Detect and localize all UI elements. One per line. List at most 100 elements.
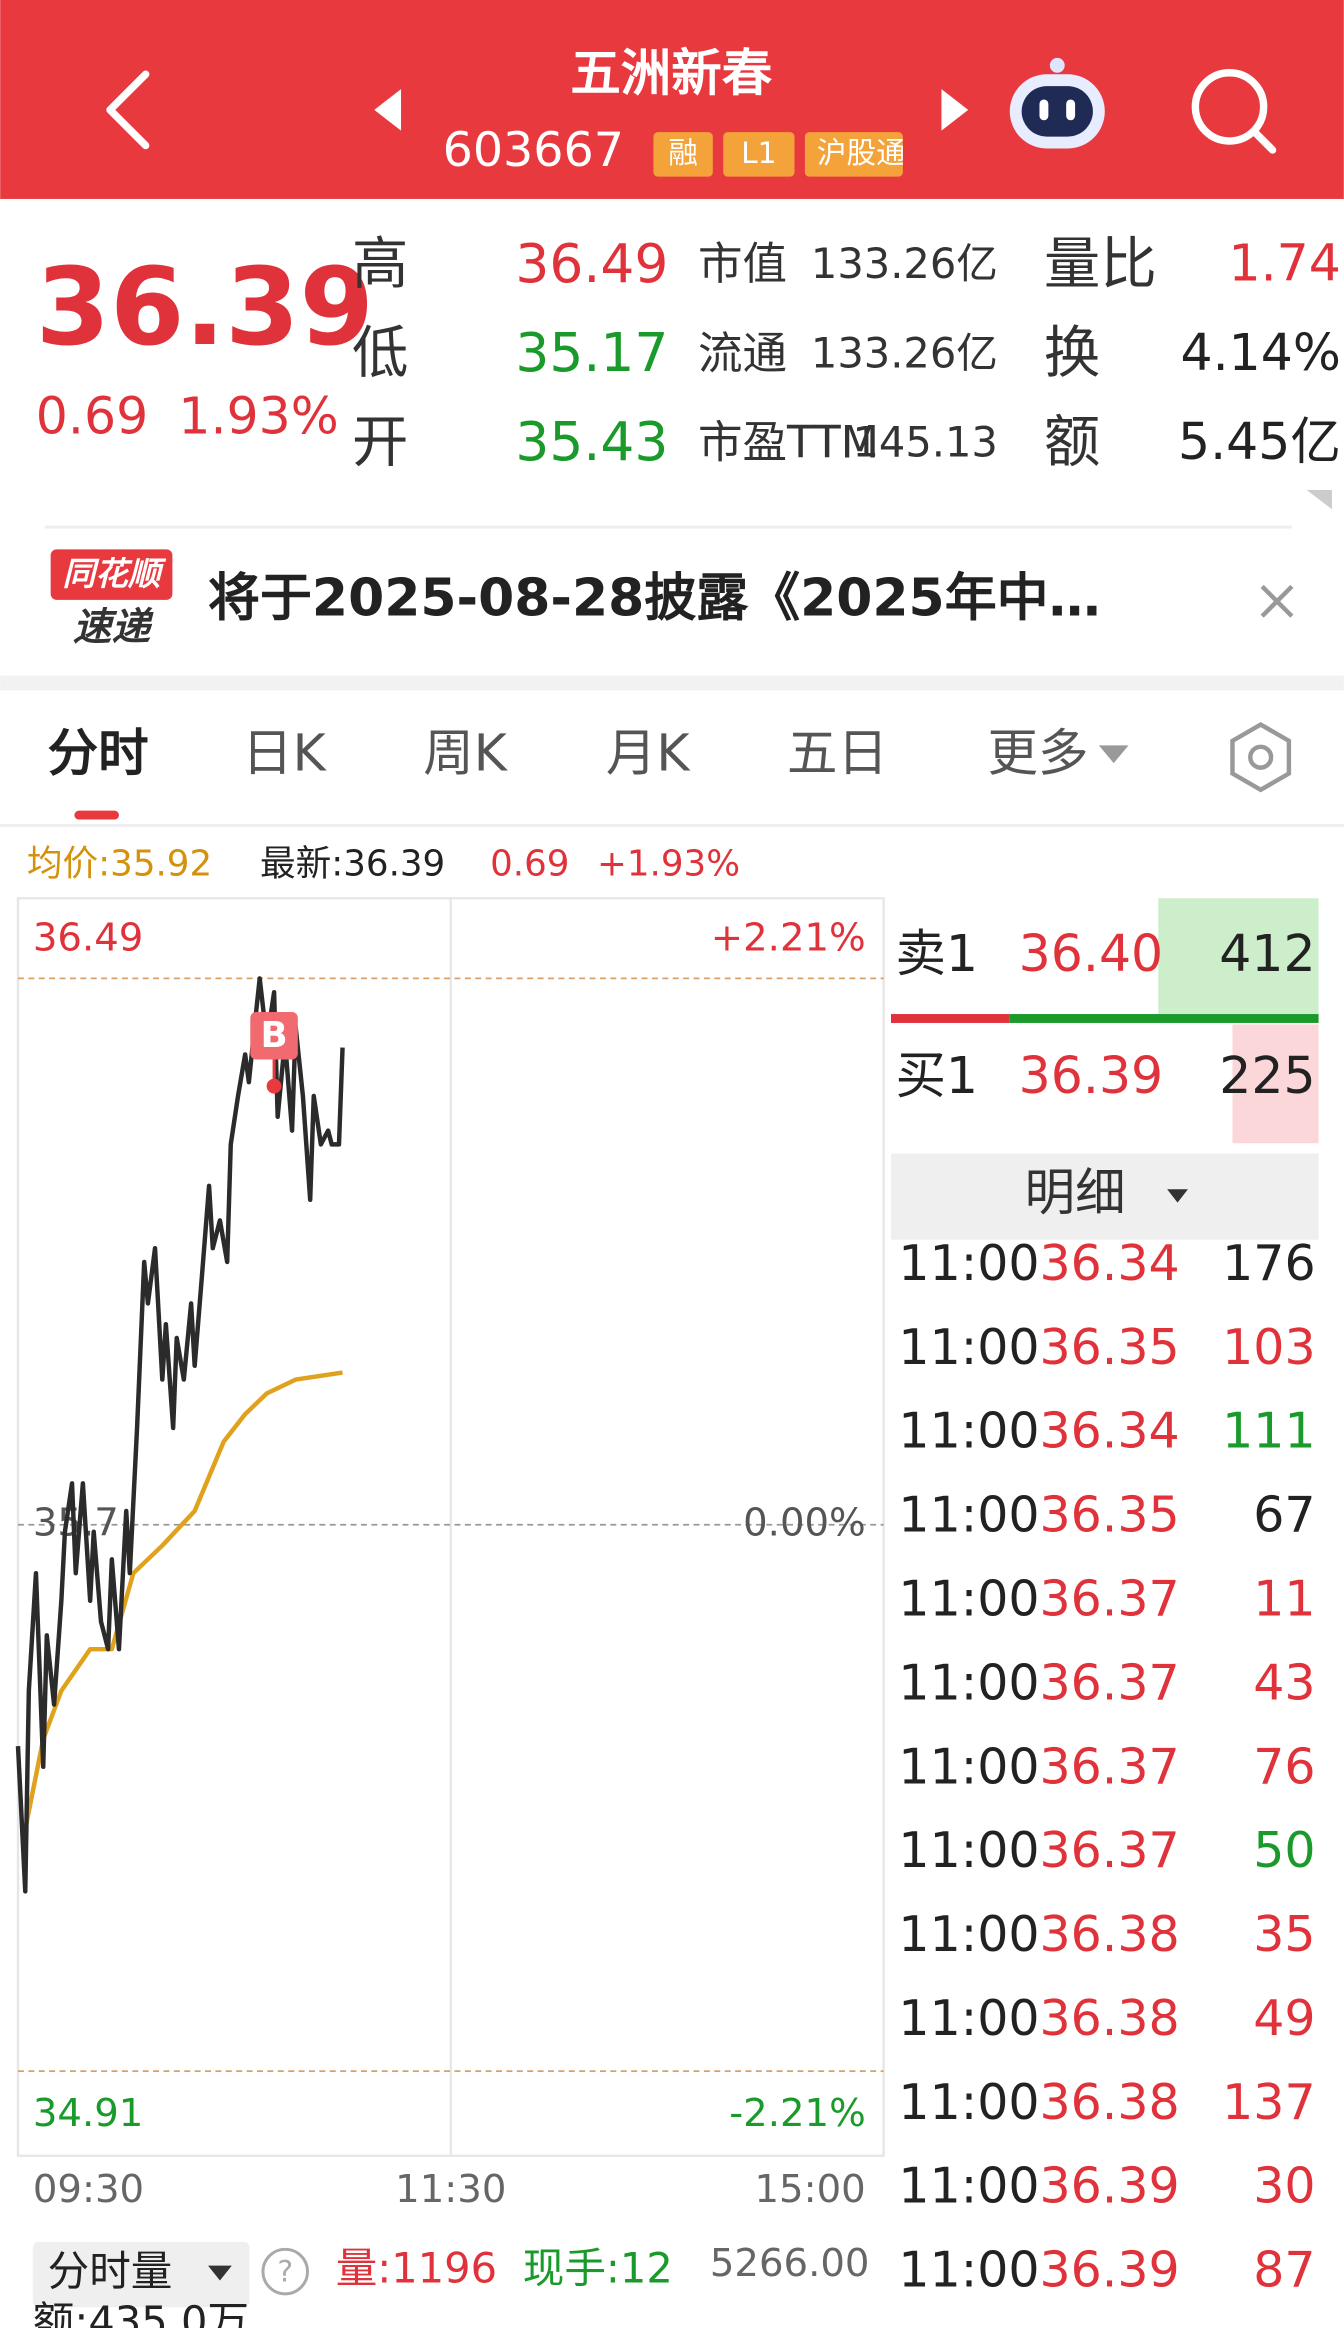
news-text[interactable]: 将于2025-08-28披露《2025年中… bbox=[208, 568, 1101, 628]
trade-volume: 49 bbox=[1253, 1990, 1315, 2047]
stat-label: 开 bbox=[352, 410, 408, 475]
extra-value: 4.14% bbox=[1181, 323, 1341, 382]
tab[interactable]: 更多 bbox=[987, 724, 1088, 783]
volume-max: 5266.00 bbox=[710, 2241, 870, 2286]
trade-time: 11:00 bbox=[898, 1906, 1039, 1963]
help-icon[interactable] bbox=[261, 2247, 309, 2296]
tabs: 分时 日K 周K 月K 五日 更多 bbox=[48, 724, 1089, 783]
trade-price: 36.37 bbox=[1039, 1738, 1179, 1795]
sell-ratio-bar bbox=[1009, 1014, 1319, 1023]
trade-price: 36.39 bbox=[1039, 2158, 1179, 2215]
tab[interactable]: 周K bbox=[423, 724, 508, 783]
back-button[interactable] bbox=[106, 70, 150, 150]
y-tick-label: 36.49 bbox=[33, 915, 143, 960]
detail-arrow bbox=[1167, 1189, 1188, 1203]
price-line bbox=[15, 976, 345, 1894]
sell-volume: 412 bbox=[1219, 924, 1315, 983]
trade-time: 11:00 bbox=[898, 1235, 1039, 1292]
tab[interactable]: 分时 bbox=[48, 724, 149, 783]
news-logo: 同花顺 速递 bbox=[50, 549, 173, 650]
trade-time: 11:00 bbox=[898, 1403, 1039, 1460]
more-arrow[interactable] bbox=[1098, 745, 1129, 764]
stock-name: 五洲新春 bbox=[570, 44, 772, 103]
stats: 高 36.49 市值 133.26亿 量比 1.74 低 35.17 流通 133.26亿换 4.1… bbox=[352, 232, 1341, 475]
trade-volume: 11 bbox=[1253, 1570, 1315, 1627]
trade-price: 36.37 bbox=[1039, 1654, 1179, 1711]
extra-value: 5.45亿 bbox=[1178, 412, 1341, 471]
change-pct: 1.93% bbox=[178, 387, 338, 446]
detail-title[interactable]: 明细 bbox=[1025, 1163, 1126, 1222]
buy-marker-label: B bbox=[260, 1015, 287, 1056]
badge: 融 bbox=[668, 136, 698, 171]
info-label: 市盈TTM bbox=[698, 416, 879, 468]
close-news[interactable] bbox=[1260, 584, 1294, 618]
y-pct-label: -2.21% bbox=[729, 2091, 866, 2136]
buy-volume-bg bbox=[1232, 1024, 1319, 1144]
trade-volume: 137 bbox=[1222, 2074, 1316, 2131]
latest-price: 最新:36.39 bbox=[260, 844, 445, 885]
badge: L1 bbox=[741, 136, 776, 171]
search-icon[interactable] bbox=[1191, 69, 1277, 154]
info-value: 145.13 bbox=[852, 417, 997, 466]
detail-header-bg bbox=[890, 1153, 1319, 1240]
trade-volume: 43 bbox=[1253, 1654, 1315, 1711]
change: 0.69 bbox=[36, 387, 148, 446]
search-circle bbox=[1191, 69, 1268, 145]
trade-volume: 111 bbox=[1222, 1403, 1316, 1460]
trade-time: 11:00 bbox=[898, 2158, 1039, 2215]
buy-volume: 225 bbox=[1219, 1046, 1315, 1105]
trade-volume: 176 bbox=[1222, 1235, 1316, 1292]
expand-corner[interactable] bbox=[1306, 489, 1332, 510]
extra-label: 换 bbox=[1044, 321, 1100, 386]
buy-ratio-bar bbox=[890, 1014, 1010, 1023]
extra-label: 额 bbox=[1044, 410, 1100, 475]
tab[interactable]: 五日 bbox=[787, 724, 888, 783]
tab[interactable]: 日K bbox=[242, 724, 327, 783]
separator bbox=[0, 675, 1344, 691]
y-pct-label: 0.00% bbox=[743, 1500, 866, 1545]
trade-price: 36.37 bbox=[1039, 1570, 1179, 1627]
sell-price: 36.40 bbox=[1019, 924, 1163, 983]
x-tick-label: 11:30 bbox=[395, 2167, 506, 2212]
prev-stock[interactable] bbox=[374, 89, 402, 131]
trade-price: 36.38 bbox=[1039, 1990, 1179, 2047]
trade-price: 36.35 bbox=[1039, 1487, 1179, 1544]
y-tick-label: 34.91 bbox=[33, 2091, 143, 2136]
extra-value: 1.74 bbox=[1228, 234, 1340, 293]
trade-time: 11:00 bbox=[898, 1487, 1039, 1544]
trade-time: 11:00 bbox=[898, 1822, 1039, 1879]
volume-selector[interactable]: 分时量 bbox=[48, 2247, 173, 2296]
info-label: 流通 bbox=[698, 327, 787, 379]
x-tick-label: 09:30 bbox=[33, 2167, 144, 2212]
badges: 融 L1 沪股通 bbox=[653, 132, 903, 177]
logo-text: 速递 bbox=[73, 605, 155, 650]
trade-time: 11:00 bbox=[898, 1319, 1039, 1376]
robot-face bbox=[1021, 86, 1093, 137]
volume: 量:1196 bbox=[336, 2244, 497, 2293]
x-tick-label: 15:00 bbox=[755, 2167, 866, 2212]
extra-label: 量比 bbox=[1044, 232, 1157, 297]
stock-code: 603667 bbox=[443, 123, 624, 178]
avg-line bbox=[23, 1370, 343, 1830]
trade-price: 36.34 bbox=[1039, 1235, 1179, 1292]
buy-marker-bg bbox=[250, 1011, 298, 1060]
robot-icon[interactable] bbox=[1009, 57, 1105, 149]
settings-icon[interactable] bbox=[1230, 721, 1292, 793]
tab[interactable]: 月K bbox=[606, 724, 691, 783]
help-mark: ? bbox=[277, 2255, 293, 2290]
trade-volume: 87 bbox=[1253, 2242, 1315, 2299]
buy-price: 36.39 bbox=[1019, 1046, 1163, 1105]
trade-time: 11:00 bbox=[898, 1990, 1039, 2047]
trade-time: 11:00 bbox=[898, 2242, 1039, 2299]
next-stock[interactable] bbox=[941, 89, 969, 131]
stat-value: 35.17 bbox=[515, 321, 668, 384]
selector-arrow bbox=[208, 2265, 232, 2281]
trade-price: 36.35 bbox=[1039, 1319, 1179, 1376]
trade-price: 36.38 bbox=[1039, 1906, 1179, 1963]
stat-value: 36.49 bbox=[515, 232, 668, 295]
summary-change-pct: +1.93% bbox=[597, 844, 740, 885]
search-handle bbox=[1251, 128, 1277, 154]
trade-price: 36.37 bbox=[1039, 1822, 1179, 1879]
selector-bg[interactable] bbox=[32, 2241, 250, 2308]
